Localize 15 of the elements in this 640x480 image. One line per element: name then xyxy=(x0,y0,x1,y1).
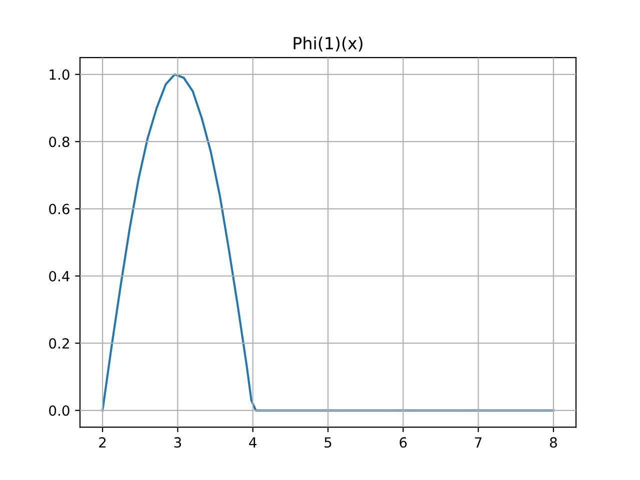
y-tick-label: 1.0 xyxy=(50,69,70,80)
x-tick-label: 3 xyxy=(174,437,181,448)
y-tick-label: 0.4 xyxy=(49,270,70,282)
chart-title: Phi(1)(x) xyxy=(294,36,362,52)
x-tick-label: 2 xyxy=(99,437,106,448)
y-tick-label: 0.8 xyxy=(49,136,70,148)
line-series xyxy=(102,73,554,412)
x-tick-label: 5 xyxy=(324,437,332,448)
x-tick-label: 8 xyxy=(550,437,557,448)
y-tick-label: 0.0 xyxy=(49,405,70,416)
x-tick-label: 7 xyxy=(475,437,482,448)
x-tick-label: 6 xyxy=(400,437,407,448)
x-tick-label: 4 xyxy=(249,437,256,448)
y-tick-label: 0.2 xyxy=(49,338,69,349)
y-tick-label: 0.6 xyxy=(49,204,70,214)
